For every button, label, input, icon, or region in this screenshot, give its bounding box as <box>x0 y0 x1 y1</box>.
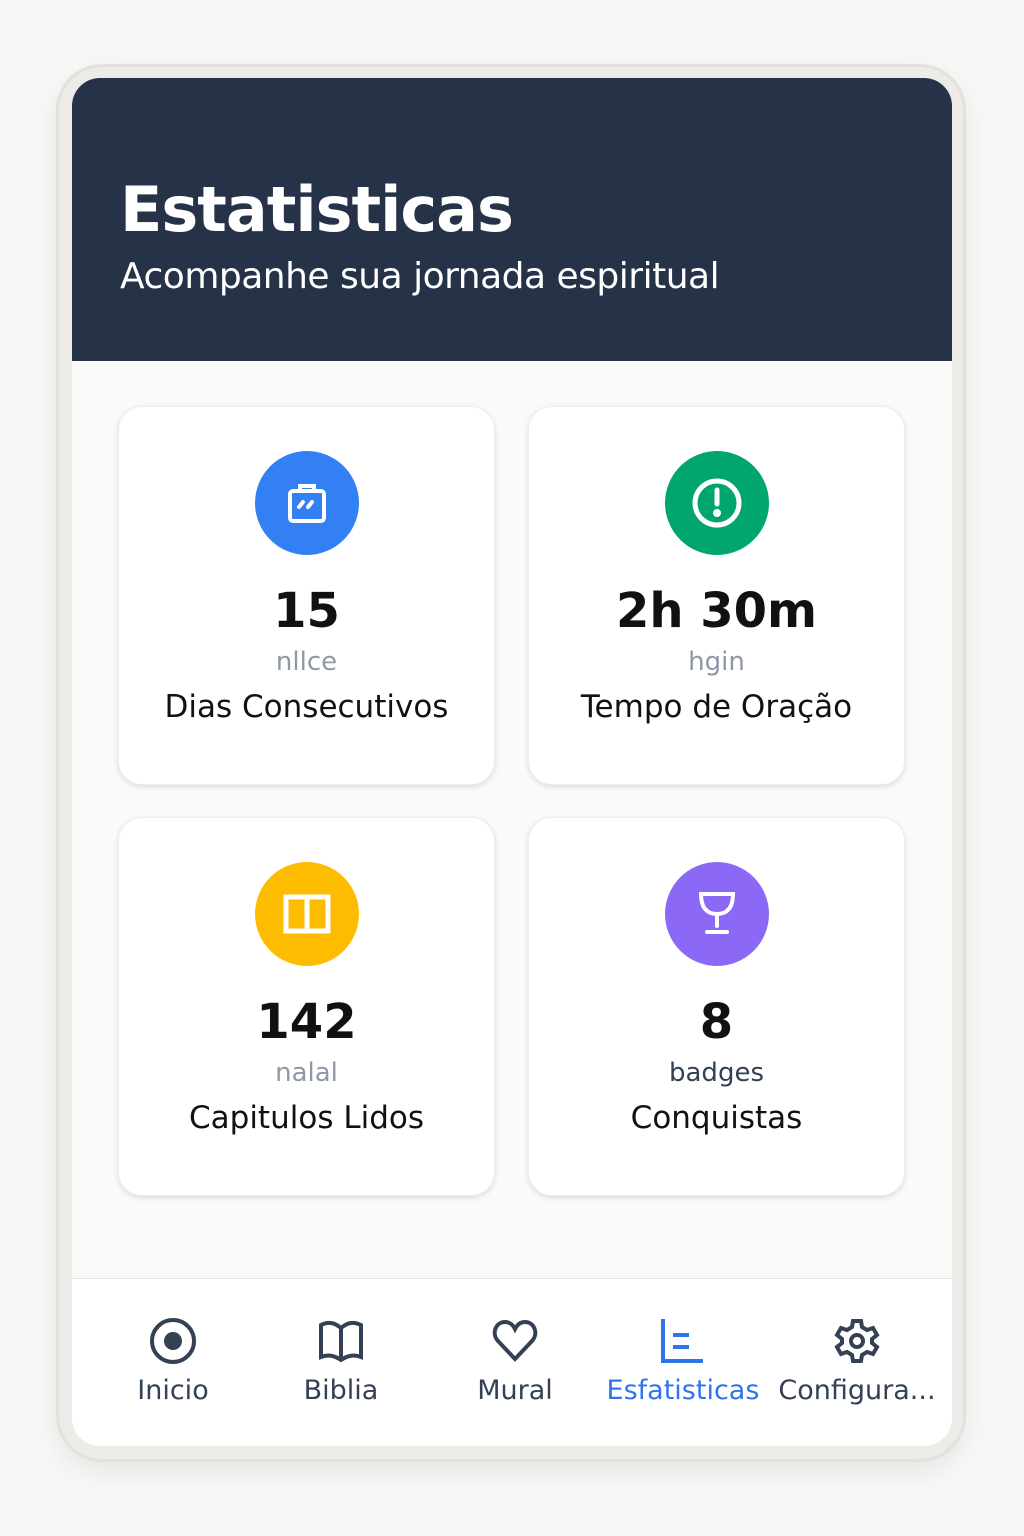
nav-item-biblia[interactable]: Biblia <box>256 1317 426 1406</box>
nav-label: Biblia <box>303 1375 379 1406</box>
stat-value: 2h 30m <box>615 583 818 639</box>
nav-item-mural[interactable]: Mural <box>430 1317 600 1406</box>
bottom-nav: Inicio Biblia Mural Esfatisticas Configu… <box>72 1278 952 1446</box>
stat-value: 142 <box>256 994 357 1050</box>
page-subtitle: Acompanhe sua jornada espiritual <box>120 256 720 297</box>
nav-item-estatisticas[interactable]: Esfatisticas <box>598 1317 768 1406</box>
nav-label: Inicio <box>137 1375 209 1406</box>
nav-item-configuracoes[interactable]: Configura... <box>772 1317 942 1406</box>
stat-label: Capitulos Lidos <box>189 1100 424 1136</box>
stat-value: 8 <box>699 994 734 1050</box>
nav-item-inicio[interactable]: Inicio <box>88 1317 258 1406</box>
stat-card-streak[interactable]: 15 nllce Dias Consecutivos <box>118 406 495 785</box>
nav-label: Mural <box>477 1375 553 1406</box>
chart-icon <box>661 1319 703 1363</box>
stat-card-chapters[interactable]: 142 nalal Capitulos Lidos <box>118 817 495 1196</box>
book-icon <box>254 862 359 966</box>
stat-unit: nllce <box>275 647 338 677</box>
nav-label: Configura... <box>778 1375 936 1406</box>
stat-unit: nalal <box>275 1058 338 1088</box>
stat-label: Conquistas <box>630 1100 803 1136</box>
gear-icon <box>834 1319 880 1363</box>
stat-card-prayer-time[interactable]: 2h 30m hgin Tempo de Oração <box>528 406 905 785</box>
alert-circle-icon <box>664 451 769 555</box>
stat-label: Dias Consecutivos <box>164 689 449 725</box>
trophy-icon <box>664 862 769 966</box>
heart-icon <box>492 1319 538 1362</box>
home-icon <box>150 1318 196 1364</box>
nav-label: Esfatisticas <box>606 1375 760 1406</box>
stat-label: Tempo de Oração <box>580 689 853 725</box>
page-title: Estatisticas <box>120 173 514 246</box>
header: Estatisticas Acompanhe sua jornada espir… <box>72 78 952 361</box>
stat-unit: badges <box>669 1058 764 1088</box>
stat-value: 15 <box>273 583 340 639</box>
book-icon <box>319 1320 363 1363</box>
calendar-icon <box>254 451 359 555</box>
stat-card-achievements[interactable]: 8 badges Conquistas <box>528 817 905 1196</box>
stat-unit: hgin <box>688 647 745 677</box>
app-screen: Estatisticas Acompanhe sua jornada espir… <box>72 78 952 1446</box>
